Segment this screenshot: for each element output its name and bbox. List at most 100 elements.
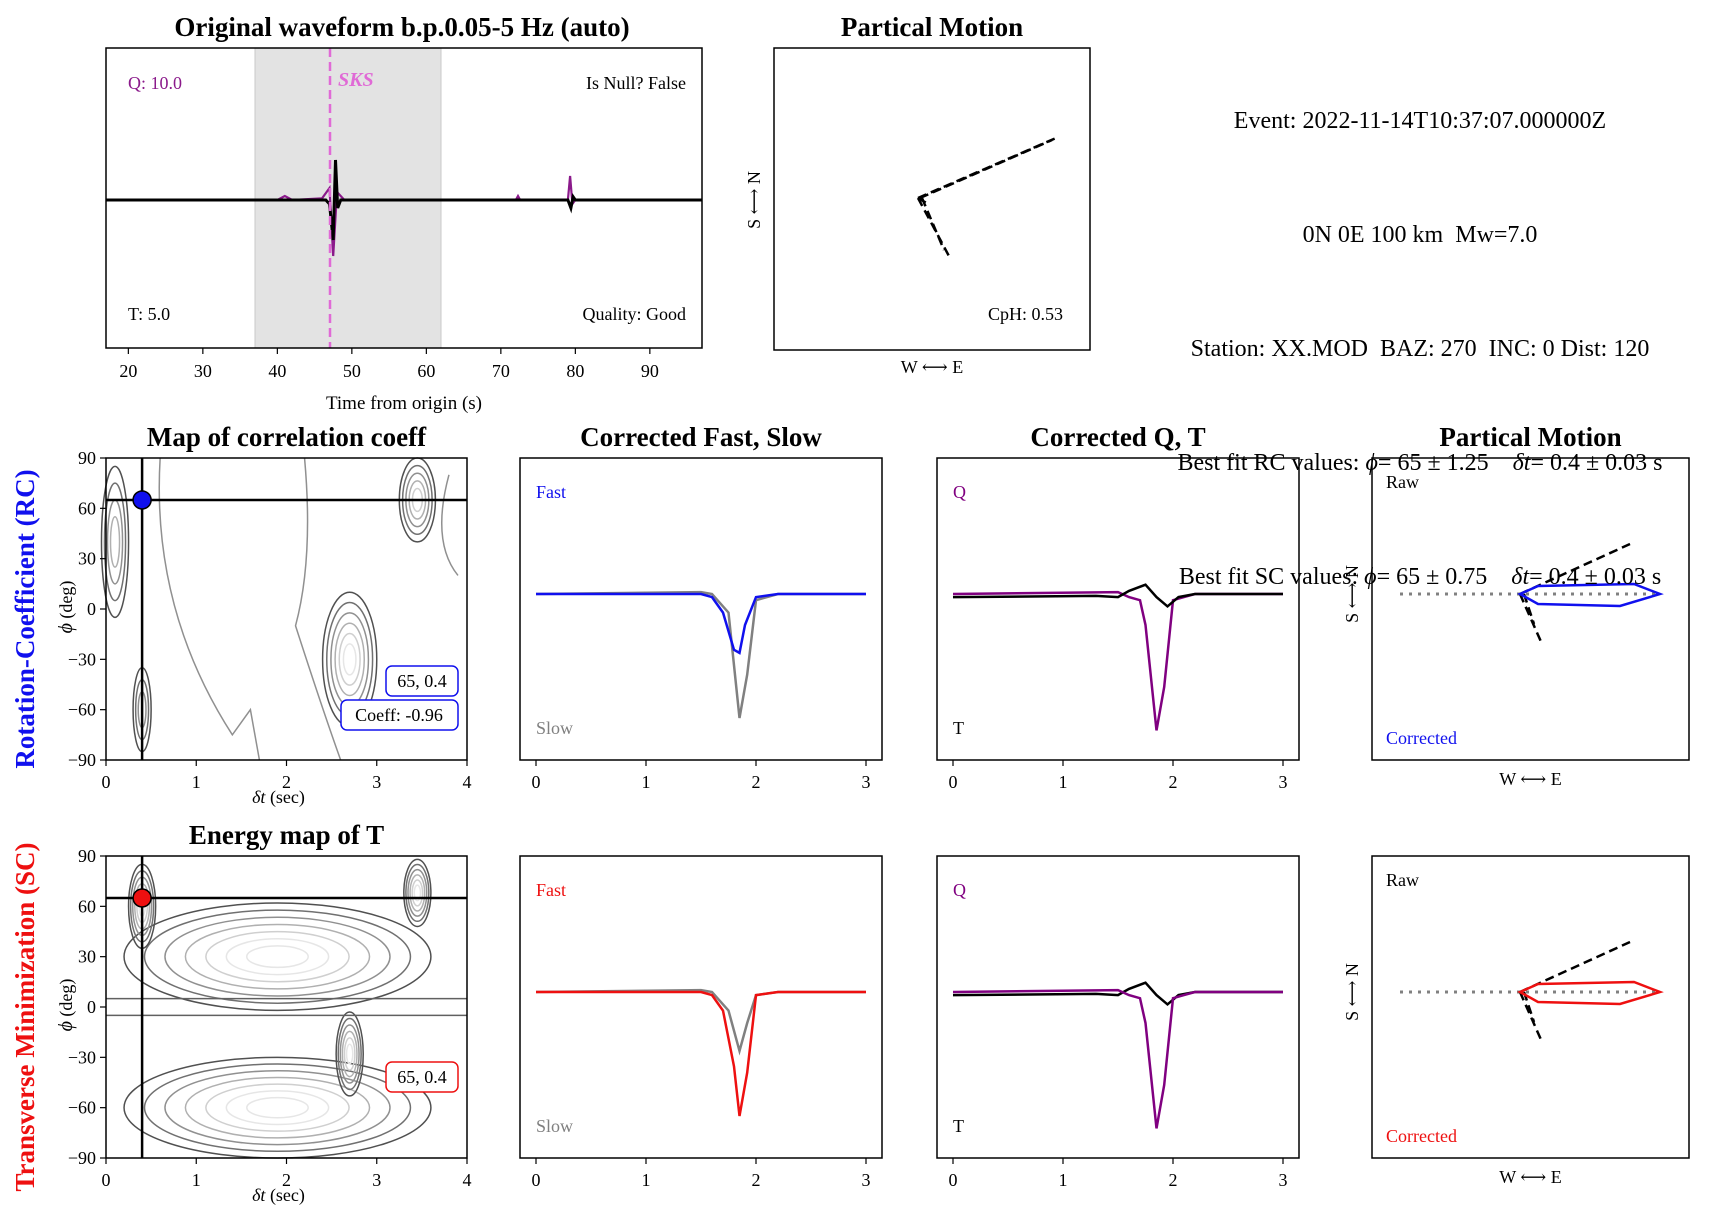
pm-xlabel: W ⟷ E	[1499, 769, 1561, 789]
pm-title: Partical Motion	[1439, 422, 1621, 452]
qt-bottom-label: T	[953, 1116, 964, 1136]
map-ylabel-symbol: ϕ	[55, 1021, 77, 1031]
rc-row: Rotation-Coefficient (RC) Map of correlat…	[10, 422, 1690, 808]
waveform-xtick-label: 80	[566, 361, 584, 381]
contour-left	[103, 482, 127, 602]
row-label: Rotation-Coefficient (RC)	[10, 469, 40, 768]
map-ytick-label: −30	[68, 649, 96, 669]
top-motion-title: Partical Motion	[841, 12, 1023, 42]
contour-upper-band	[225, 938, 330, 976]
coeff-text: Coeff: -0.96	[355, 705, 443, 725]
contour-lower-band	[184, 1076, 371, 1139]
best-point-marker	[132, 490, 152, 510]
top-motion-cph: CpH: 0.53	[988, 304, 1063, 324]
fs-xtick-label: 2	[752, 772, 761, 792]
contour-upper-band	[164, 916, 391, 997]
waveform-frame	[105, 47, 703, 349]
best-point-marker	[132, 888, 152, 908]
waveform-xtick-label: 40	[268, 361, 286, 381]
waveform-quality-label: Quality: Good	[583, 304, 687, 324]
map-ytick-label: −90	[68, 1148, 96, 1168]
waveform-xtick-label: 70	[492, 361, 510, 381]
map-xlabel-unit: (sec)	[265, 1185, 304, 1206]
contour-upper-right	[409, 874, 426, 912]
top-motion-xlabel: W ⟷ E	[901, 357, 963, 377]
fs-trace-fast	[536, 592, 866, 655]
sks-label: SKS	[338, 69, 374, 91]
contour-lower-center	[334, 622, 366, 697]
pm-frame	[1371, 457, 1690, 761]
pm-corrected-label: Corrected	[1386, 728, 1457, 748]
pm-corrected-path	[1517, 582, 1664, 608]
map-ytick-label: 60	[78, 498, 96, 518]
contour-upper-band	[143, 909, 412, 1004]
particle-motion-panel: Raw Corrected W ⟷ E S ⟷ N	[1342, 855, 1690, 1187]
fs-xtick-label: 0	[532, 772, 541, 792]
map-ytick-label: 90	[78, 846, 96, 866]
contour-map: 65, 0.4 Coeff: -0.96 90 60 30 0 −30 −60 −90 0 1 2 3 4…	[55, 448, 472, 808]
particle-motion-panel: Raw Corrected W ⟷ E S ⟷ N	[1342, 457, 1690, 789]
contour-lower-band	[164, 1070, 391, 1146]
map-ytick-label: 30	[78, 947, 96, 967]
qt-xtick-label: 0	[949, 772, 958, 792]
map-ytick-label: 0	[87, 997, 96, 1017]
map-xtick-label: 0	[102, 772, 111, 792]
fs-title: Corrected Fast, Slow	[580, 422, 822, 452]
map-xlabel: δt (sec)	[252, 1185, 305, 1206]
contour-lower-center	[343, 1037, 356, 1071]
pm-ylabel: S ⟷ N	[1342, 963, 1362, 1021]
waveform-xtick-label: 60	[417, 361, 435, 381]
contour-upper-right	[411, 879, 424, 907]
waveform-xtick-label: 90	[641, 361, 659, 381]
row-label: Transverse Minimization (SC)	[10, 843, 40, 1192]
map-ytick-label: −60	[68, 1098, 96, 1118]
coeff-box	[340, 699, 459, 731]
top-motion-frame	[773, 47, 1091, 351]
map-xtick-label: 3	[372, 1170, 381, 1190]
map-xtick-label: 2	[282, 1170, 291, 1190]
contour-lower-center	[339, 1024, 360, 1084]
map-ytick-label: 0	[87, 599, 96, 619]
map-ylabel-unit: (deg)	[56, 979, 77, 1021]
map-xlabel-symbol: δt	[252, 1185, 266, 1205]
map-ytick-label: −30	[68, 1047, 96, 1067]
qt-xtick-label: 3	[1279, 1170, 1288, 1190]
q-t-panel: Q T 0 1 2 3	[936, 855, 1300, 1190]
waveform-title: Original waveform b.p.0.05-5 Hz (auto)	[174, 12, 629, 42]
map-xtick-label: 3	[372, 772, 381, 792]
event-line: Event: 2022-11-14T10:37:07.000000Z	[1233, 108, 1607, 134]
map-ylabel-symbol: ϕ	[55, 623, 77, 633]
map-ylabel-unit: (deg)	[56, 581, 77, 623]
qt-frame	[936, 855, 1300, 1159]
fs-bottom-label: Slow	[536, 718, 573, 738]
qt-bottom-label: T	[953, 718, 964, 738]
pm-raw-label: Raw	[1386, 472, 1419, 492]
pm-corrected-path	[1517, 980, 1664, 1006]
location-line: 0N 0E 100 km Mw=7.0	[1302, 222, 1538, 248]
fs-top-label: Fast	[536, 482, 566, 502]
pm-frame	[1371, 855, 1690, 1159]
top-motion-panel: Partical Motion CpH: 0.53 W ⟷ E S ⟷ N	[744, 12, 1091, 377]
map-title: Map of correlation coeff	[147, 422, 427, 452]
event-info: Event: 2022-11-14T10:37:07.000000Z 0N 0E…	[1120, 54, 1720, 651]
contour-lower-band	[205, 1083, 350, 1132]
waveform-panel: Original waveform b.p.0.05-5 Hz (auto) S…	[105, 12, 703, 414]
map-ylabel: ϕ (deg)	[55, 581, 77, 634]
contour-path	[158, 457, 261, 761]
qt-trace-t	[952, 583, 1283, 609]
pm-raw-label: Raw	[1386, 870, 1419, 890]
qt-frame	[936, 457, 1300, 761]
pm-corrected-label: Corrected	[1386, 1126, 1457, 1146]
fs-xtick-label: 3	[862, 772, 871, 792]
qt-top-label: Q	[953, 482, 966, 502]
contour-upper-right	[407, 868, 428, 917]
contour-upper-band	[205, 930, 350, 983]
fs-xtick-label: 3	[862, 1170, 871, 1190]
map-ytick-label: −90	[68, 750, 96, 770]
best-value-text: 65, 0.4	[397, 1067, 447, 1087]
contour-lower-center	[342, 643, 357, 676]
contour-upper-band	[123, 902, 432, 1012]
fast-slow-panel: Fast Slow 0 1 2 3	[519, 457, 883, 792]
map-title: Energy map of T	[189, 820, 384, 850]
waveform-t-label: T: 5.0	[128, 304, 170, 324]
